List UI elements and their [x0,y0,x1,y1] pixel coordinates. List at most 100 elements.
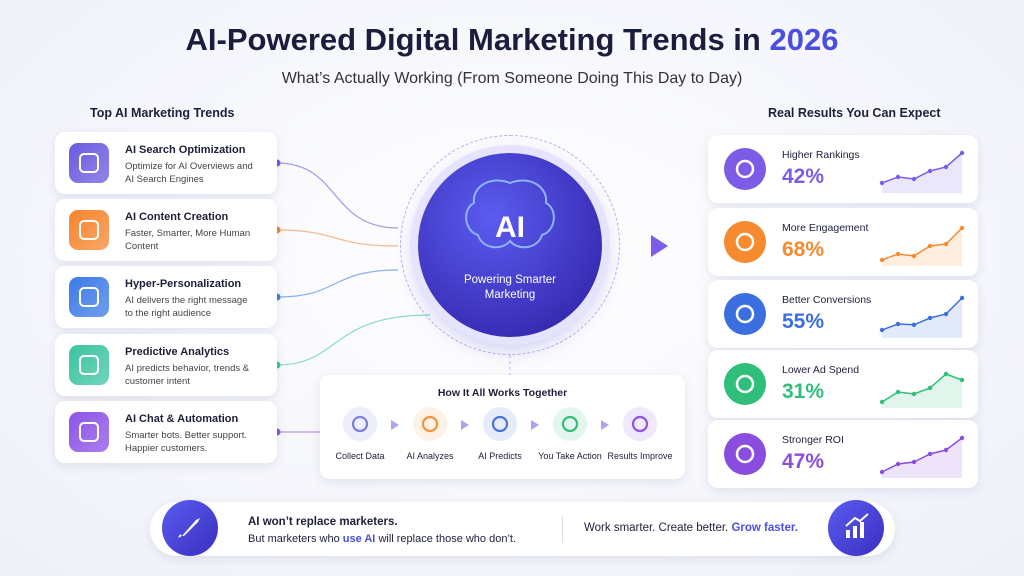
shape [882,153,962,193]
step-label: You Take Action [538,451,602,461]
shape [911,391,917,397]
icon [879,295,965,338]
icon [79,287,99,307]
shape [421,415,439,433]
icon [735,444,755,464]
trend-card: AI Chat & Automation Smarter bots. Better… [55,401,277,463]
footer-text: But marketers who [248,533,340,545]
icon [601,420,609,430]
shape [927,315,933,321]
trend-icon [69,277,109,317]
step-icon [343,407,377,441]
trend-description: Optimize for AI Overviews and AI Search … [125,161,253,185]
trend-description: AI delivers the right message to the rig… [125,295,248,319]
trends-heading: Top AI Marketing Trends [90,106,235,120]
process-step: You Take Action [530,407,610,461]
ai-caption: Powering Smarter Marketing [463,274,557,301]
footer-text: will replace those who don’t. [378,533,517,545]
icon [461,420,469,430]
icon [631,415,649,433]
shape [959,295,965,301]
icon [391,420,399,430]
shape [276,162,399,229]
process-heading: How It All Works Together [437,387,568,399]
shape [881,297,963,331]
icon [735,159,755,179]
shape [881,373,963,403]
icon [879,150,965,193]
shape [943,241,949,247]
step-label: Collect Data [335,451,385,461]
trend-title: AI Search Optimization [125,144,246,156]
shape [927,385,933,391]
result-card: Lower Ad Spend 31% [708,350,978,418]
result-value: 55% [782,310,825,333]
ai-label: AI [495,211,525,244]
trend-card: AI Content Creation Faster, Smarter, More… [55,199,277,261]
shape [882,298,962,338]
shape [491,415,509,433]
brain-icon [465,179,555,249]
trend-description: Faster, Smarter, More Human Content [125,228,251,252]
shape [276,314,431,366]
trend-card: Predictive Analytics AI predicts behavior… [55,334,277,396]
shape [895,321,901,327]
tagline-text: Work smarter. Create better. [584,522,729,534]
shape [879,327,885,333]
arrow [651,235,668,257]
shape [735,159,755,179]
icon [879,371,965,408]
shape [881,152,963,184]
step-icon [483,407,517,441]
icon [879,225,965,266]
ai-core: AI Powering Smarter Marketing [418,153,602,337]
shape [879,257,885,263]
shape [882,228,962,266]
step-icon [623,407,657,441]
process-step: Collect Data [320,407,400,461]
step-label: AI Analyzes [406,451,454,461]
result-label: Better Conversions [782,294,872,306]
trend-icon [69,412,109,452]
result-card: More Engagement 68% [708,208,978,276]
step-label: AI Predicts [478,451,522,461]
icon [735,304,755,324]
shape [79,422,99,442]
shape [79,153,99,173]
shape [911,459,917,465]
shape [911,322,917,327]
icon [491,415,509,433]
result-label: Lower Ad Spend [782,364,860,376]
shape [351,415,369,433]
trend-title: AI Content Creation [125,211,229,223]
growth-icon [828,500,884,556]
shape [881,227,963,261]
icon [79,355,99,375]
trend-title: Predictive Analytics [125,346,230,358]
orbit-ring [400,135,620,355]
result-card: Higher Rankings 42% [708,135,978,203]
process-step: AI Predicts [460,407,540,461]
title-text: AI-Powered Digital Marketing Trends in [185,22,761,57]
shape [895,461,901,467]
icon [79,220,99,240]
shape [879,180,885,186]
shape [735,374,755,394]
shape [895,389,901,395]
trend-icon [69,210,109,250]
shape [276,229,399,247]
tagline-highlight: Grow faster. [731,522,798,534]
shape [735,304,755,324]
tagline: Work smarter. Create better. Grow faster… [584,522,798,534]
result-label: Stronger ROI [782,434,844,446]
shape [461,420,469,430]
shape [959,377,965,383]
result-card: Stronger ROI 47% [708,420,978,488]
shape [879,469,885,475]
icon [421,415,439,433]
shape [735,232,755,252]
step-label: Results Improve [607,451,673,461]
shape [79,287,99,307]
result-value: 42% [782,165,825,188]
